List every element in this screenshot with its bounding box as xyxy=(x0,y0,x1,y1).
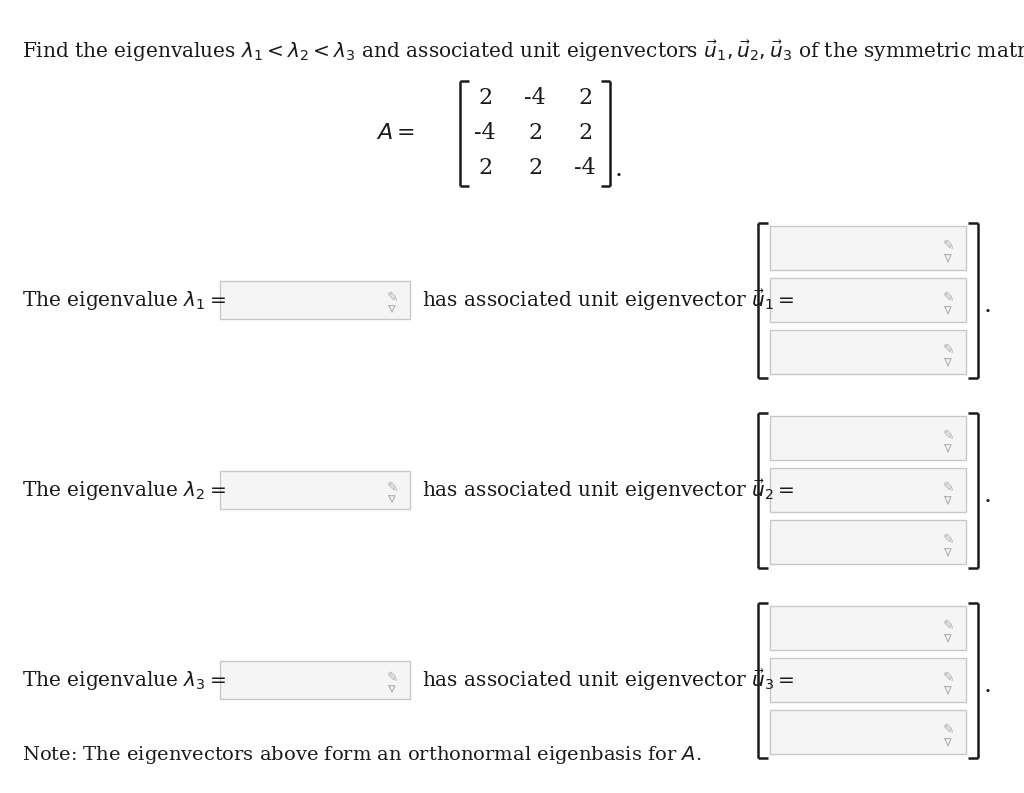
Text: 2: 2 xyxy=(578,122,592,144)
Text: ✎: ✎ xyxy=(943,343,954,357)
Text: ✎: ✎ xyxy=(943,671,954,685)
Text: ✎: ✎ xyxy=(943,291,954,305)
Bar xyxy=(770,226,966,270)
Text: .: . xyxy=(984,484,992,507)
Text: ✎: ✎ xyxy=(387,291,398,305)
Text: ✎: ✎ xyxy=(943,429,954,442)
Bar xyxy=(770,606,966,650)
Text: .: . xyxy=(615,158,623,181)
Bar xyxy=(770,278,966,322)
Text: -4: -4 xyxy=(524,87,546,109)
Bar xyxy=(220,281,410,319)
Bar xyxy=(770,468,966,512)
Bar xyxy=(770,710,966,754)
Text: Note: The eigenvectors above form an orthonormal eigenbasis for $A$.: Note: The eigenvectors above form an ort… xyxy=(22,744,701,766)
Text: -4: -4 xyxy=(474,122,496,144)
Bar xyxy=(770,416,966,460)
Text: ✎: ✎ xyxy=(943,619,954,633)
Text: The eigenvalue $\lambda_2 =$: The eigenvalue $\lambda_2 =$ xyxy=(22,478,226,501)
Text: .: . xyxy=(984,673,992,696)
Text: $A =$: $A =$ xyxy=(376,122,415,144)
Bar xyxy=(220,661,410,699)
Text: ✎: ✎ xyxy=(943,239,954,253)
Text: 2: 2 xyxy=(528,122,542,144)
Bar xyxy=(220,471,410,509)
Text: 2: 2 xyxy=(578,87,592,109)
Text: ✎: ✎ xyxy=(943,533,954,547)
Text: has associated unit eigenvector $\vec{u}_1 =$: has associated unit eigenvector $\vec{u}… xyxy=(422,287,795,312)
Text: has associated unit eigenvector $\vec{u}_3 =$: has associated unit eigenvector $\vec{u}… xyxy=(422,667,795,693)
Bar xyxy=(770,330,966,374)
Text: ✎: ✎ xyxy=(943,481,954,495)
Text: ✎: ✎ xyxy=(387,671,398,685)
Text: 2: 2 xyxy=(478,157,493,179)
Text: The eigenvalue $\lambda_3 =$: The eigenvalue $\lambda_3 =$ xyxy=(22,668,226,691)
Text: ✎: ✎ xyxy=(943,722,954,737)
Text: Find the eigenvalues $\lambda_1 < \lambda_2 < \lambda_3$ and associated unit eig: Find the eigenvalues $\lambda_1 < \lambd… xyxy=(22,38,1024,63)
Bar xyxy=(770,520,966,564)
Text: -4: -4 xyxy=(574,157,596,179)
Text: The eigenvalue $\lambda_1 =$: The eigenvalue $\lambda_1 =$ xyxy=(22,289,226,312)
Bar xyxy=(770,658,966,702)
Text: has associated unit eigenvector $\vec{u}_2 =$: has associated unit eigenvector $\vec{u}… xyxy=(422,477,795,503)
Text: .: . xyxy=(984,293,992,316)
Text: ✎: ✎ xyxy=(387,481,398,495)
Text: 2: 2 xyxy=(478,87,493,109)
Text: 2: 2 xyxy=(528,157,542,179)
